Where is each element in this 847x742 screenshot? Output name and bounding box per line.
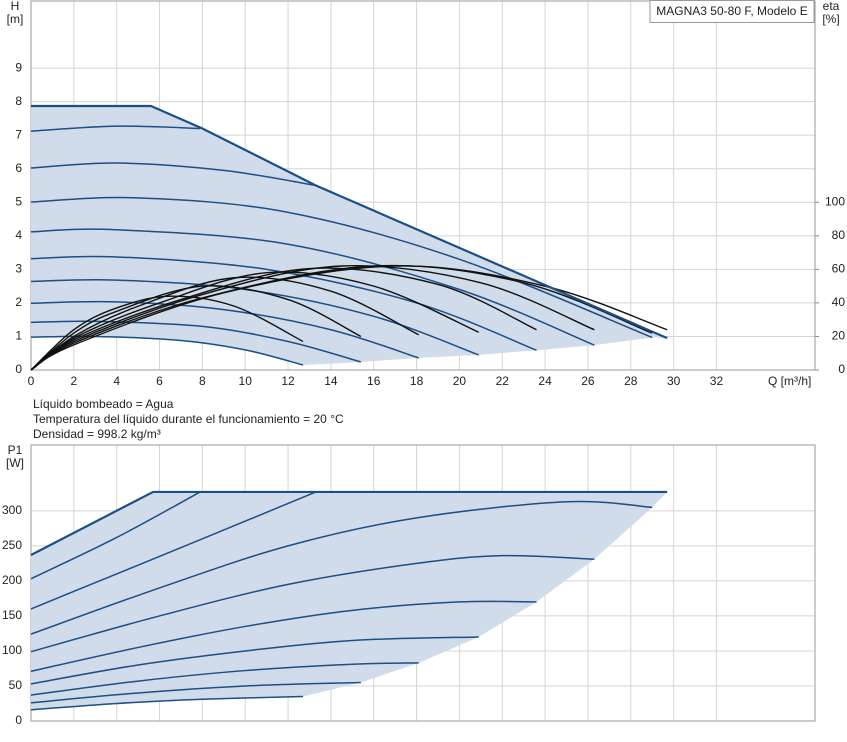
x-tick-label: 24: [538, 374, 552, 388]
y-axis-label: [W]: [6, 456, 24, 470]
curve: [30, 600, 537, 672]
y-axis-label: P1: [8, 443, 23, 457]
x-tick-label: 32: [710, 374, 724, 388]
efficiency-curve: [30, 265, 595, 371]
curve: [30, 320, 362, 363]
y2-tick-label: 80: [832, 228, 846, 242]
y-tick-label: 5: [15, 194, 22, 208]
note: Líquido bombeado = Agua: [33, 397, 174, 411]
x-tick-label: 6: [156, 374, 163, 388]
y2-tick-label: 100: [825, 194, 845, 208]
curve: [30, 636, 479, 685]
y2-tick-label: 40: [832, 295, 846, 309]
note: Densidad = 998.2 kg/m³: [33, 427, 161, 441]
y-axis-label: [m]: [7, 12, 24, 26]
chart-title: MAGNA3 50-80 F, Modelo E: [656, 4, 807, 18]
y-tick-label: 0: [15, 713, 22, 727]
y-tick-label: 3: [15, 262, 22, 276]
curve: [30, 228, 595, 346]
efficiency-curve: [30, 285, 362, 371]
curve: [30, 300, 419, 359]
x-tick-label: 28: [624, 374, 638, 388]
curve: [31, 104, 668, 340]
x-tick-label: 20: [453, 374, 467, 388]
efficiency-curve: [30, 265, 668, 371]
operating-area: [31, 491, 668, 710]
x-tick-label: 2: [70, 374, 77, 388]
efficiency-curve: [30, 267, 537, 371]
y-tick-label: 300: [2, 503, 22, 517]
curve: [30, 255, 537, 351]
curve: [30, 491, 201, 580]
y2-axis-label: eta: [823, 0, 840, 13]
curve: [30, 491, 317, 610]
y-tick-label: 200: [2, 573, 22, 587]
y2-tick-label: 20: [832, 329, 846, 343]
y2-tick-label: 0: [838, 362, 845, 376]
x-tick-label: 30: [667, 374, 681, 388]
x-axis-label: Q [m³/h]: [768, 374, 811, 388]
efficiency-curve: [30, 271, 479, 371]
x-tick-label: 22: [496, 374, 510, 388]
curve: [30, 695, 304, 711]
x-tick-label: 10: [239, 374, 253, 388]
curve: [30, 490, 668, 556]
curve: [30, 681, 361, 704]
y-axis-label: H: [11, 0, 20, 13]
curve: [30, 662, 419, 696]
y-tick-label: 7: [15, 127, 22, 141]
y-tick-label: 0: [15, 362, 22, 376]
x-tick-label: 16: [367, 374, 381, 388]
title-box: [649, 0, 815, 23]
x-tick-label: 26: [581, 374, 595, 388]
efficiency-curve: [30, 276, 420, 371]
y2-tick-label: 60: [832, 262, 846, 276]
note: Temperatura del líquido durante el funci…: [33, 412, 344, 426]
y-tick-label: 6: [15, 161, 22, 175]
curve: [30, 196, 653, 339]
x-tick-label: 8: [199, 374, 206, 388]
y-tick-label: 250: [2, 538, 22, 552]
y-tick-label: 4: [15, 228, 22, 242]
operating-area: [31, 105, 668, 365]
y-tick-label: 150: [2, 608, 22, 622]
x-tick-label: 0: [28, 374, 35, 388]
x-tick-label: 18: [410, 374, 424, 388]
y-tick-label: 9: [15, 60, 22, 74]
x-tick-label: 14: [324, 374, 338, 388]
y-tick-label: 100: [2, 643, 22, 657]
y-tick-label: 50: [9, 678, 23, 692]
curve: [30, 125, 201, 132]
y-tick-label: 1: [15, 329, 22, 343]
curve: [30, 554, 595, 653]
curve: [30, 162, 317, 187]
y-tick-label: 8: [15, 94, 22, 108]
y-tick-label: 2: [15, 295, 22, 309]
curve: [30, 500, 653, 635]
x-tick-label: 12: [281, 374, 295, 388]
x-tick-label: 4: [113, 374, 120, 388]
efficiency-curve: [30, 264, 653, 371]
y2-axis-label: [%]: [822, 12, 839, 26]
